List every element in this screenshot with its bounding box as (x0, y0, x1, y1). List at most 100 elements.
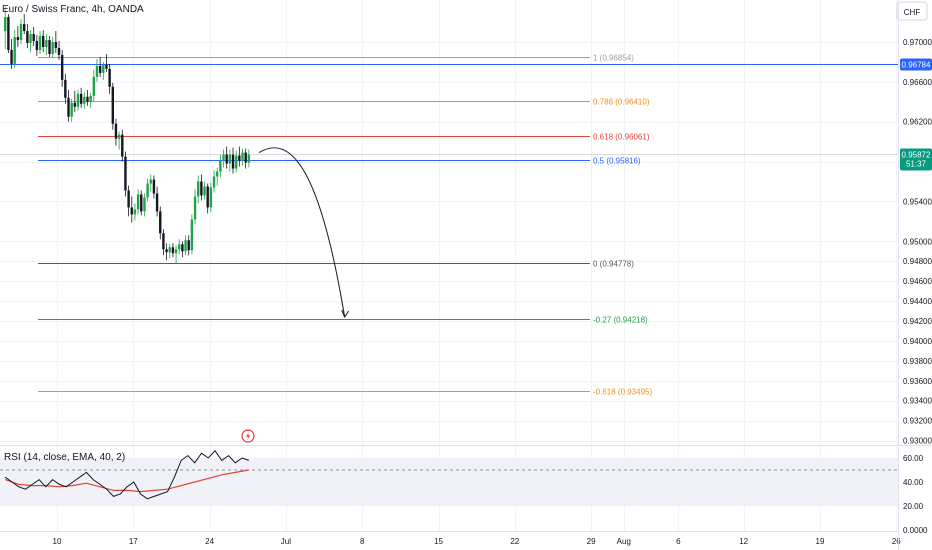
candle (117, 131, 121, 150)
arrow-head (341, 309, 350, 319)
candle (29, 30, 32, 52)
candle (133, 203, 137, 221)
candle-body (76, 93, 80, 107)
time-tick-label: 24 (205, 537, 214, 546)
candle-body (45, 40, 48, 47)
candle (174, 245, 178, 264)
candle-body (54, 42, 58, 48)
horizontal-line-value: 0.96784 (902, 61, 931, 70)
candle-body (7, 17, 10, 50)
candle (209, 182, 213, 213)
candle-body (193, 196, 197, 220)
candle-body (29, 34, 32, 43)
candle-body (35, 41, 39, 50)
bar-countdown: 51:37 (906, 160, 927, 169)
candle (168, 244, 171, 259)
candle-body (152, 179, 156, 194)
price-tick-label: 0.93800 (903, 357, 932, 366)
currency-label: CHF (904, 8, 921, 17)
candle (190, 214, 194, 255)
candle-body (206, 186, 209, 208)
candle-body (181, 244, 184, 252)
candle-body (73, 102, 77, 107)
candle-body (19, 24, 23, 41)
candle (206, 183, 209, 214)
currency-button[interactable]: CHF (896, 1, 928, 21)
candle (222, 149, 225, 168)
candle-body (171, 247, 175, 254)
candle (38, 31, 42, 54)
candle (45, 34, 48, 55)
candle-body (155, 193, 159, 212)
price-tick-label: 0.94600 (903, 277, 932, 286)
price-tick-label: 0.95400 (903, 197, 932, 206)
currency-button-frame[interactable] (896, 1, 928, 21)
candle-body (244, 152, 247, 163)
time-axis[interactable]: 10 17 24 Jul 8 15 22 29 Aug 6 12 19 26 (53, 537, 902, 546)
candle (51, 37, 54, 58)
candle (155, 186, 159, 217)
candle (200, 174, 203, 201)
fib-levels: 1 (0.96854) 0.786 (0.96410) 0.618 (0.96061… (38, 54, 652, 397)
candle (13, 30, 16, 68)
time-tick-label: 8 (360, 537, 365, 546)
price-tick-label: 0.94200 (903, 317, 932, 326)
candle (203, 181, 206, 200)
rsi-tick-label: 20.00 (903, 502, 924, 511)
fib-label: 0.786 (0.96410) (593, 98, 650, 107)
candle (184, 235, 187, 256)
candle (32, 27, 35, 46)
fib-label: 0.618 (0.96061) (593, 133, 650, 142)
time-tick-label: 19 (816, 537, 825, 546)
candle (67, 89, 70, 122)
candle (98, 56, 102, 77)
candle-body (79, 93, 83, 104)
arrow-curve (258, 147, 346, 318)
candle-body (41, 36, 45, 47)
rsi-axis: 60.00 40.00 20.00 0.0000 (903, 454, 928, 535)
candle (127, 185, 130, 217)
time-tick-label: 29 (587, 537, 596, 546)
time-tick-label: 12 (739, 537, 748, 546)
price-tick-label: 0.96200 (903, 118, 932, 127)
candle (212, 170, 216, 193)
candle (162, 229, 165, 256)
candle (114, 118, 118, 146)
candle-body (184, 240, 187, 252)
price-tick-label: 0.94000 (903, 337, 932, 346)
candle-body (225, 154, 228, 164)
price-tick-label: 0.93400 (903, 397, 932, 406)
time-tick-label: Aug (617, 537, 631, 546)
candle (70, 98, 73, 122)
candle-body (64, 79, 67, 98)
candle (16, 26, 20, 47)
candle-body (10, 49, 13, 64)
price-tick-label: 0.93200 (903, 417, 932, 426)
candle (225, 146, 228, 169)
candle-body (238, 155, 241, 161)
candle-body (83, 96, 86, 104)
lightning-icon[interactable] (241, 429, 255, 443)
price-tick-label: 0.94400 (903, 297, 932, 306)
time-tick-label: 17 (129, 537, 138, 546)
candle-body (209, 187, 213, 208)
candle (124, 151, 127, 197)
candle-body (38, 36, 42, 50)
candle-body (228, 154, 232, 164)
candle-body (203, 186, 206, 196)
candle (64, 73, 67, 104)
candle-body (16, 37, 20, 41)
candle (187, 235, 190, 256)
candle-body (111, 86, 114, 124)
candle-body (241, 152, 244, 161)
candle (140, 190, 143, 216)
candle-series (4, 7, 251, 264)
price-axis[interactable]: 0.970000.966000.962000.958000.954000.950… (903, 38, 932, 446)
candle (41, 30, 45, 52)
fib-label: 0.5 (0.95816) (593, 157, 641, 166)
candle-body (57, 47, 61, 55)
candle-body (219, 160, 222, 172)
candle (244, 148, 247, 169)
candle (4, 7, 7, 49)
